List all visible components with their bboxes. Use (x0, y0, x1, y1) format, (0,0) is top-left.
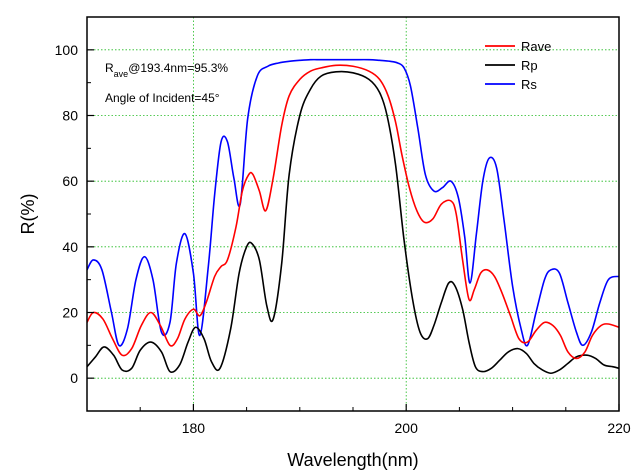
annotation-angle: Angle of Incident=45° (105, 91, 220, 105)
annotation-rave-value: @193.4nm=95.3% (128, 61, 228, 75)
legend-label-rave: Rave (521, 39, 551, 54)
series-line-rave (87, 64, 619, 360)
y-tick-label: 0 (70, 370, 78, 386)
plot-frame (86, 16, 620, 412)
y-axis-title: R(%) (18, 194, 38, 235)
x-tick-label: 220 (607, 420, 631, 436)
y-tick-label: 100 (55, 42, 79, 58)
annotation-rave: Rave@193.4nm=95.3% (105, 61, 228, 79)
x-tick-label: 200 (395, 420, 419, 436)
annotation-box: Rave@193.4nm=95.3% Angle of Incident=45° (105, 61, 228, 105)
annotation-r-subscript: ave (114, 69, 129, 79)
x-tick-label: 180 (182, 420, 206, 436)
legend-label-rp: Rp (521, 58, 538, 73)
series-lines (87, 58, 619, 375)
annotation-r: R (105, 61, 114, 75)
series-line-rp (87, 70, 619, 375)
legend-label-rs: Rs (521, 77, 537, 92)
x-axis-title: Wavelength(nm) (287, 450, 418, 470)
legend: Rave Rp Rs (485, 39, 551, 92)
axis-ticks: 180 200 220 0 20 40 60 80 100 (55, 16, 631, 436)
series-line-rs (87, 58, 619, 347)
y-tick-label: 60 (62, 173, 78, 189)
y-tick-label: 20 (62, 305, 78, 321)
y-tick-label: 40 (62, 239, 78, 255)
grid (87, 17, 620, 411)
y-tick-label: 80 (62, 108, 78, 124)
